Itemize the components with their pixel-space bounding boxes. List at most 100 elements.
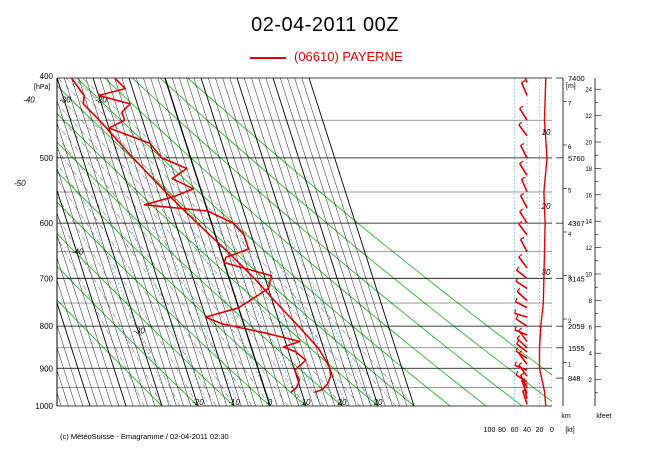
dry-adiabat [57,85,415,406]
wind-scale-tick-label: 40 [523,427,531,434]
dry-adiabat [76,78,451,406]
isotherm [57,369,69,406]
wind-speed-profile [538,78,548,406]
temperature-tick-label: -50 [14,179,26,188]
isotherm [0,78,4,406]
height-label: 3145 [568,274,585,283]
wind-barb-flag [515,315,519,320]
isotherm-major [128,78,235,406]
wind-barb-flag [515,347,519,352]
isotherm [57,144,141,406]
pressure-tick-label: 400 [40,72,54,81]
height-label: 4367 [568,219,585,228]
wind-barb [514,312,528,318]
isotherm-major [92,78,199,406]
wind-barb-flag [516,287,521,292]
isotherm [208,78,314,406]
wind-barb-flag [522,68,526,70]
kfeet-tick-label: 6 [589,325,593,331]
isotherm-major [57,188,127,406]
wind-barb [520,82,528,96]
kfeet-tick-label: 22 [585,114,592,120]
pressure-tick-label: 600 [40,219,54,228]
wind-barb [520,379,528,394]
temperature-tick-label: 20 [337,398,347,407]
wind-scale-tick-label: 60 [511,427,519,434]
isotherm [179,78,285,406]
isotherm [150,78,256,406]
wind-barb [514,329,528,336]
wind-barb [518,163,528,176]
temperature-tick-label: 30 [374,398,383,407]
kfeet-tick-label: 20 [585,141,592,147]
wind-scale-unit: [kt] [565,427,574,434]
height-label: 1555 [568,344,585,353]
moist-adiabat [57,178,199,406]
wind-barb [518,352,528,365]
moist-adiabat [57,163,217,406]
isotherm [301,78,408,406]
wind-barb-flag [521,176,526,180]
isotherm [57,347,76,406]
isotherm [0,78,47,406]
wind-barb-flag [514,361,517,366]
wind-barb-flag [516,340,520,345]
isotherm [0,78,11,406]
wind-barb-flag [518,362,523,366]
kfeet-tick-label: 24 [585,88,592,94]
dry-adiabat [57,233,235,406]
isotherm-major [57,301,91,406]
kfeet-tick-label: 18 [585,167,592,173]
isotherm [172,78,278,406]
temperature-tick-label: -40 [23,95,35,104]
height-label: 2059 [568,322,585,331]
isotherm-major [308,78,415,406]
km-tick-label: 7 [568,102,572,108]
wind-barb-flag [516,335,521,339]
pressure-tick-label: 500 [40,154,54,163]
wind-plot [514,68,552,406]
km-tick-label: 6 [568,145,572,151]
isotherm [280,78,386,406]
dry-adiabat [159,78,552,403]
mixing-ratio-line [188,222,273,406]
plot-area [0,78,552,406]
temperature-tick-label: -30 [59,95,71,104]
axis-labels: [hPa]4005006007008009001000-60-60-50-50-… [14,72,551,411]
isotherm-major [57,78,163,406]
kfeet-tick-label: 16 [585,193,592,199]
temperature-tick-label: -30 [133,327,145,336]
isotherm [136,78,242,406]
wind-scale-tick-label: 0 [550,427,554,434]
moist-adiabat [57,196,181,406]
wind-barb-flag [518,121,523,126]
km-tick-label: 3 [568,276,572,282]
grid-lines [0,77,552,407]
footer-credit: (c) MétéoSuisse - Emagramme / 02-04-2011… [60,432,229,441]
wind-barb [519,145,528,159]
kfeet-label: kfeet [596,413,611,420]
pressure-tick-label: 800 [40,322,54,331]
wind-barb-flag [514,309,517,314]
wind-barb-flag [518,253,523,258]
wind-barb-flag [515,277,519,282]
wind-barb-flag [519,105,524,109]
mixing-ratio-line [216,222,302,406]
wind-barb-flag [520,236,525,240]
isotherm [251,78,357,406]
kfeet-tick-label: 8 [589,299,593,305]
wind-barb-flag [515,370,519,376]
isotherm [57,167,134,406]
wind-barb-flag [520,142,525,146]
isotherm-major [0,78,54,406]
kfeet-tick-label: 10 [585,273,592,279]
wind-barb-flag [518,327,523,331]
temperature-tick-label: 10 [302,398,311,407]
isotherm [258,78,364,406]
wind-barb [521,390,528,405]
moist-adiabat [57,236,145,406]
wind-barb-flag [514,297,518,302]
km-tick-label: 2 [568,319,572,325]
wind-scale-tick-label: 20 [536,427,544,434]
isotherm [57,122,148,406]
